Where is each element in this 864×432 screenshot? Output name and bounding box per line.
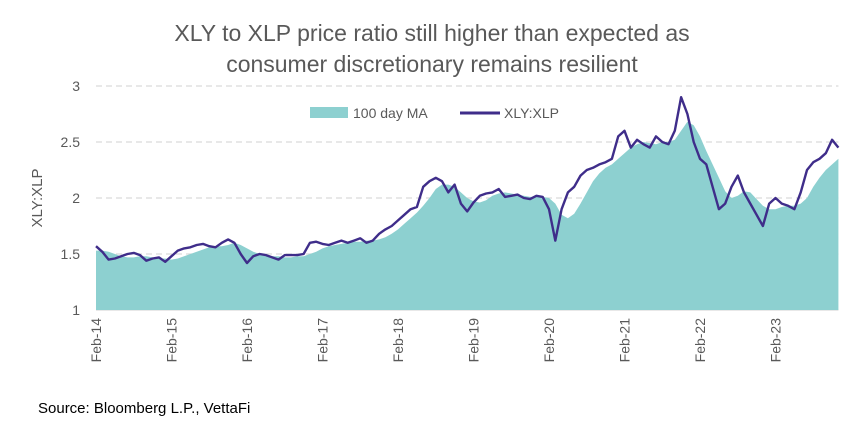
ma-area [96,121,839,310]
y-axis-label: XLY:XLP [29,169,46,228]
chart-title-line-2: consumer discretionary remains resilient [226,51,638,77]
legend: 100 day MA XLY:XLP [310,105,559,121]
ratio-line [95,95,840,265]
x-tick-label: Feb-20 [541,318,557,363]
chart-title: XLY to XLP price ratio still higher than… [0,18,864,80]
y-tick-label: 3 [72,78,80,94]
source-note: Source: Bloomberg L.P., VettaFi [38,400,251,417]
x-tick-label: Feb-14 [88,318,104,363]
x-tick-label: Feb-16 [239,318,255,363]
x-tick-label: Feb-21 [617,318,633,363]
x-tick-label: Feb-22 [692,318,708,363]
chart-title-line-1: XLY to XLP price ratio still higher than… [174,20,690,46]
y-axis-ticks: 1 1.5 2 2.5 3 [61,78,81,318]
legend-label-ratio: XLY:XLP [504,105,559,121]
x-tick-label: Feb-15 [164,318,180,363]
legend-label-ma: 100 day MA [353,105,428,121]
x-tick-label: Feb-18 [390,318,406,363]
x-axis-ticks: Feb-14 Feb-15 Feb-16 Feb-17 Feb-18 Feb-19 Feb-… [88,318,784,363]
x-tick-label: Feb-19 [466,318,482,363]
y-tick-label: 1.5 [61,246,81,262]
x-tick-label: Feb-23 [768,318,784,363]
y-tick-label: 1 [72,302,80,318]
series-marks [95,95,840,310]
y-tick-label: 2 [72,190,80,206]
y-tick-label: 2.5 [61,134,81,150]
x-tick-label: Feb-17 [315,318,331,363]
legend-swatch-ma [310,107,348,118]
